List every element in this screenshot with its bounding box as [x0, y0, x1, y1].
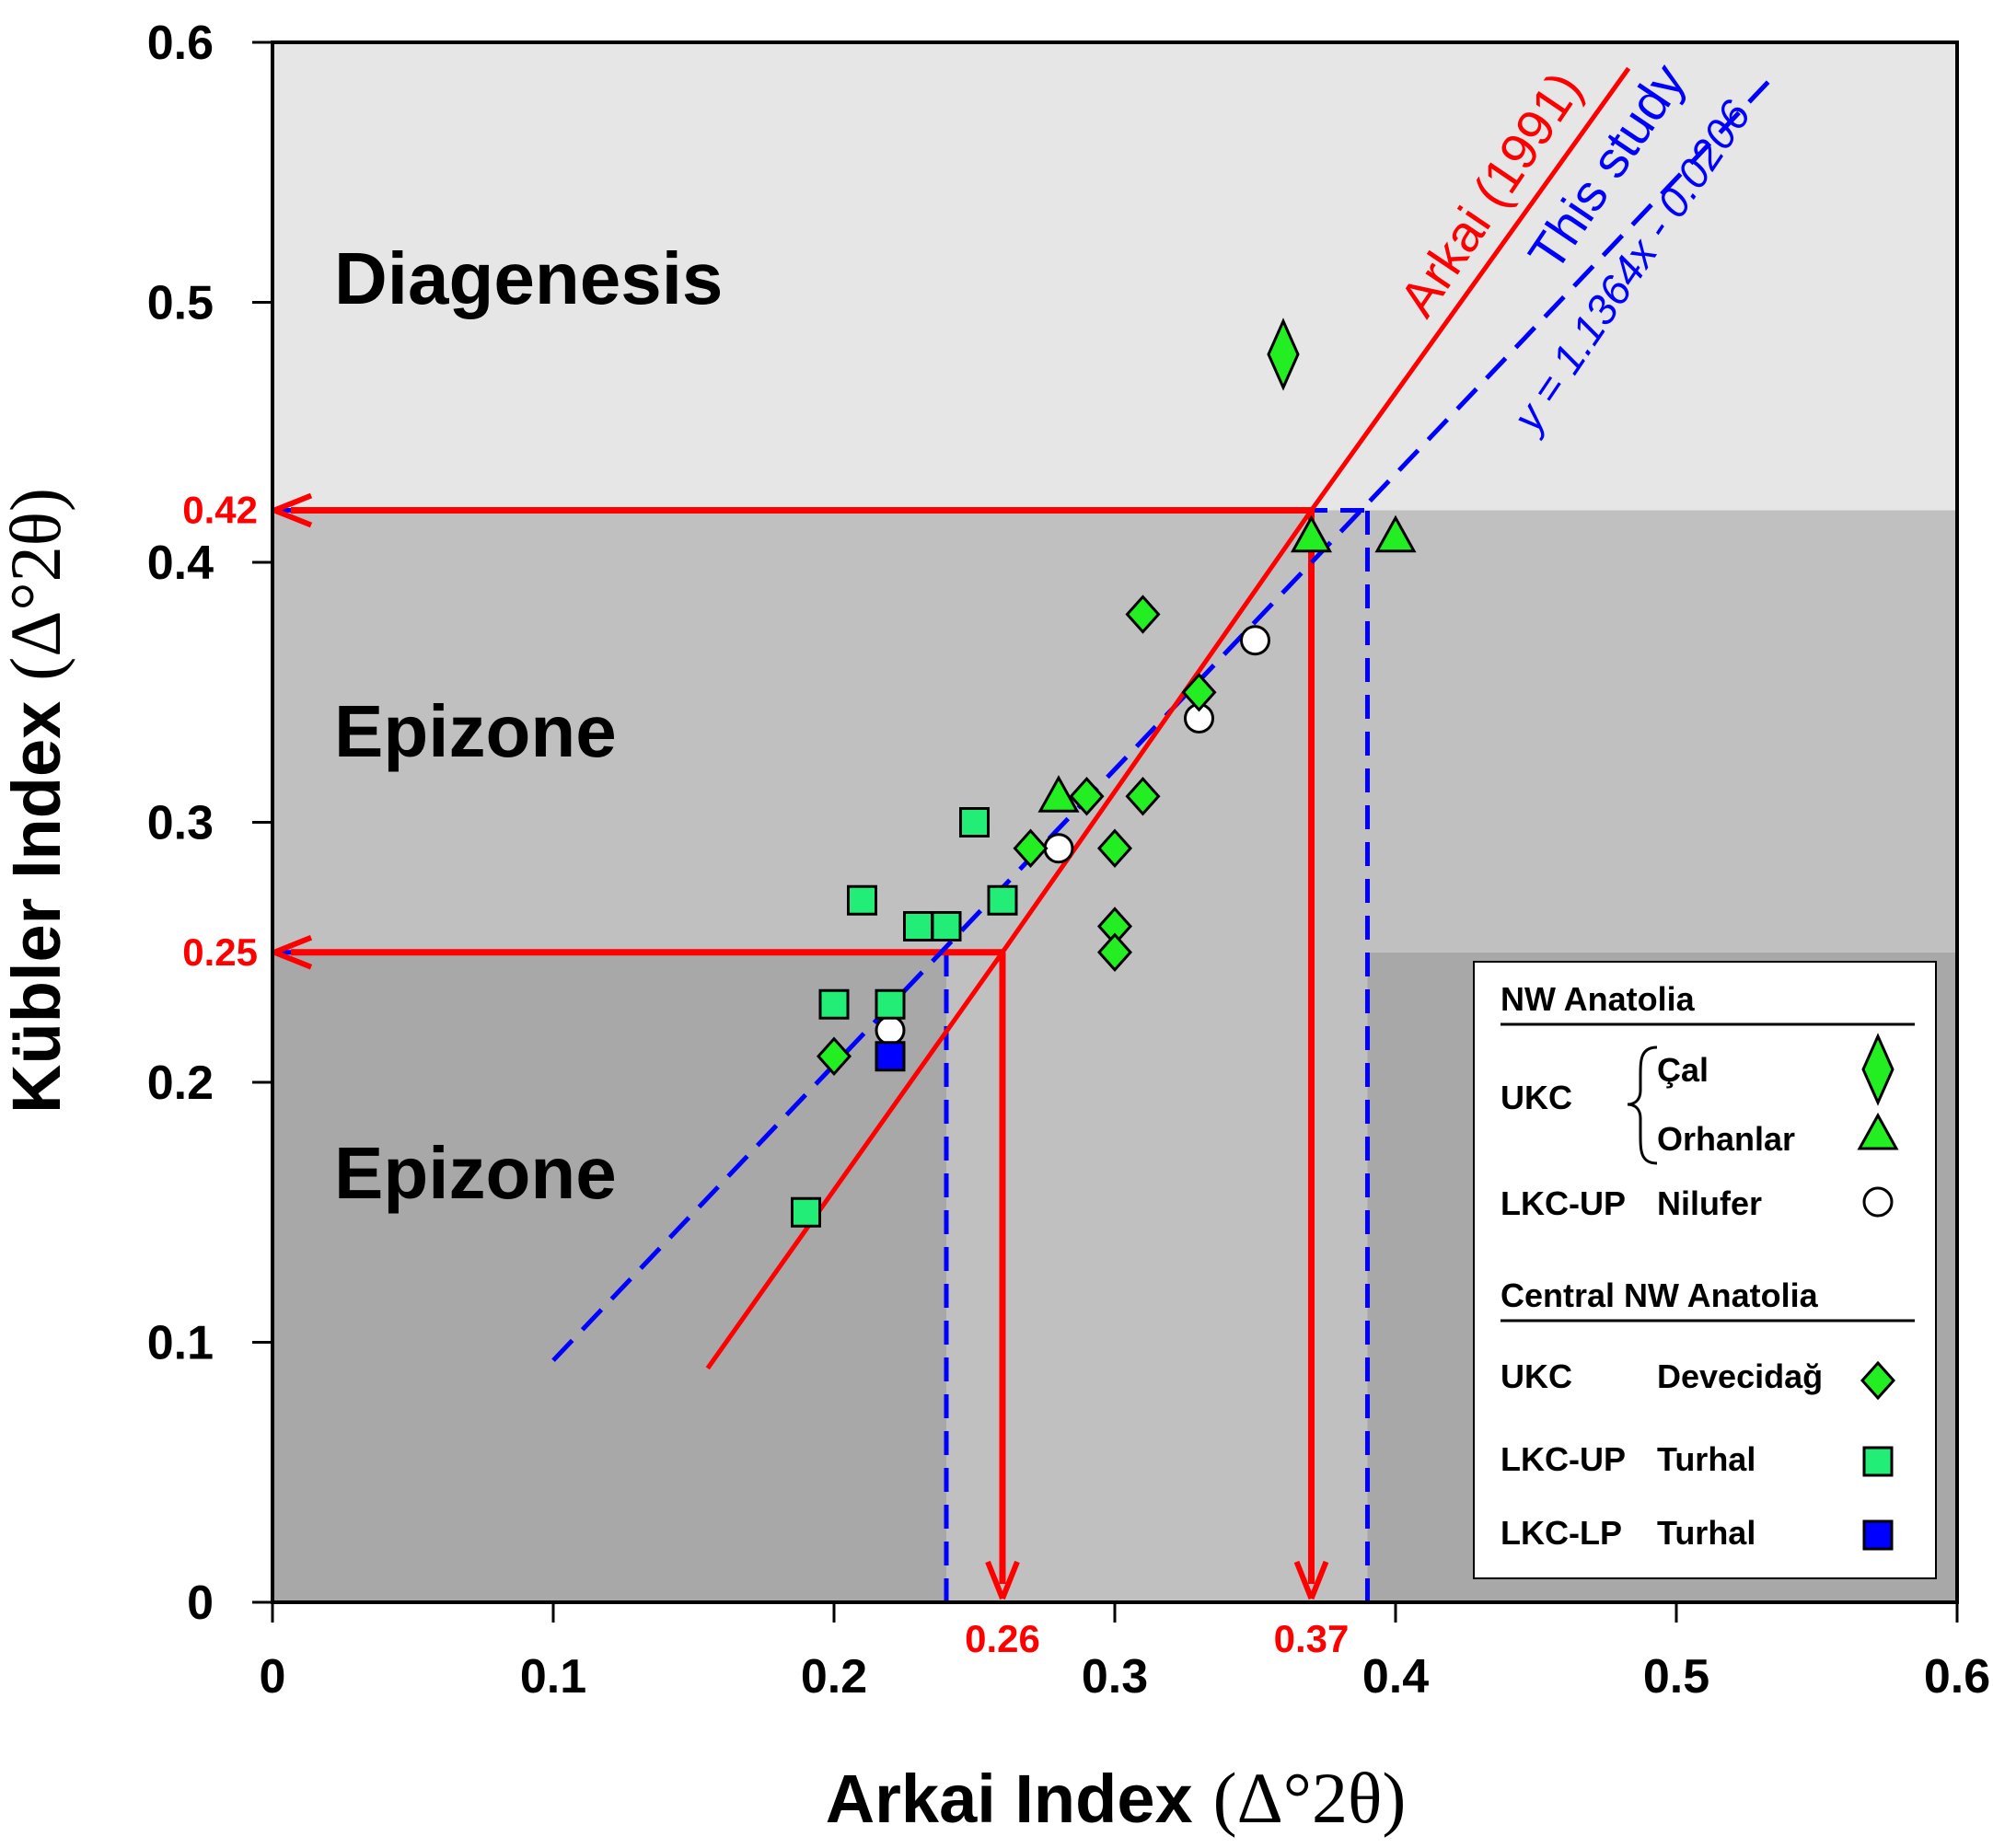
point-devecidağ-ukc	[1013, 828, 1049, 868]
data-points	[791, 318, 1417, 1228]
x-axis-label: Arkai Index	[826, 1761, 1193, 1837]
point-devecidağ-ukc	[1181, 673, 1217, 712]
y-axis-title: Kübler Index (Δ°2θ)	[0, 488, 75, 1114]
point-turhal-lkc-up	[847, 884, 877, 916]
x-axis-unit: (Δ°2θ)	[1213, 1758, 1407, 1838]
x-tick-label: 0.2	[801, 1650, 867, 1704]
point-turhal-lkc-up	[959, 807, 990, 837]
legend-marker-çal	[1861, 1033, 1895, 1106]
point-orhanlar-ukc	[1374, 514, 1417, 553]
y-callout-label: 0.42	[182, 489, 258, 532]
legend: NW Anatolia UKC Çal Orhanlar LKC-UP Nilu…	[1473, 961, 1937, 1579]
red-arrowhead	[985, 1560, 1020, 1600]
legend-marker-devecidağ	[1860, 1360, 1896, 1401]
point-çal-ukc	[1267, 318, 1300, 391]
arkai-line	[705, 66, 1631, 1370]
point-turhal-lkc-up	[931, 911, 962, 941]
red-arrowhead	[272, 934, 313, 970]
legend-unit-lkcup-nw: LKC-UP	[1501, 1184, 1626, 1222]
x-tick-label: 0.5	[1643, 1650, 1709, 1704]
y-tick-label: 0.3	[147, 797, 214, 850]
legend-unit-ukc-nw: UKC	[1501, 1079, 1572, 1116]
point-nilufer-lkc-up	[1240, 625, 1270, 656]
legend-box	[1473, 961, 1937, 1579]
legend-name-turhal-lp: Turhal	[1657, 1514, 1755, 1552]
y-tick-label: 0	[187, 1577, 214, 1630]
point-turhal-lkc-up	[818, 988, 850, 1020]
point-turhal-lkc-up	[987, 884, 1018, 916]
tick-labels: 0 0.1 0.2 0.3 0.4 0.5 0.6 0 0.1 0.2 0.3 0.4 0.5 0.6	[147, 17, 1990, 1704]
point-turhal-lkc-up	[875, 988, 906, 1020]
x-callout-label: 0.37	[1274, 1617, 1350, 1660]
y-tick-label: 0.4	[147, 537, 214, 590]
red-arrowhead	[272, 492, 313, 528]
legend-unit-lkclp-central: LKC-LP	[1501, 1514, 1622, 1552]
point-devecidağ-ukc	[816, 1036, 852, 1076]
x-tick-label: 0.4	[1362, 1650, 1429, 1704]
y-tick-label: 0.1	[147, 1317, 214, 1370]
legend-marker-nilufer	[1862, 1186, 1894, 1218]
legend-markers	[1857, 1033, 1899, 1551]
legend-unit-lkcup-central: LKC-UP	[1501, 1440, 1626, 1478]
callout-labels: 0.42 0.25 0.26 0.37	[182, 489, 1349, 1661]
point-devecidağ-ukc	[1096, 932, 1133, 972]
zone-label-epizone-lower: Epizone	[334, 1132, 617, 1214]
y-axis-unit: (Δ°2θ)	[0, 488, 75, 681]
zone-band-0	[272, 42, 1957, 511]
point-nilufer-lkc-up	[875, 1015, 906, 1045]
x-tick-label: 0.1	[520, 1650, 586, 1704]
point-devecidağ-ukc	[1125, 595, 1161, 634]
x-tick-label: 0.6	[1924, 1650, 1990, 1704]
point-turhal-lkc-up	[791, 1196, 821, 1228]
legend-name-devecidag: Devecidağ	[1657, 1357, 1823, 1395]
axis-titles: Arkai Index (Δ°2θ) Kübler Index (Δ°2θ)	[0, 488, 1406, 1838]
y-axis-label: Kübler Index	[0, 701, 75, 1114]
legend-marker-turhal	[1862, 1519, 1894, 1551]
red-arrowhead	[1293, 1560, 1329, 1600]
point-nilufer-lkc-up	[1043, 833, 1074, 864]
legend-section-title-central: Central NW Anatolia	[1501, 1276, 1819, 1314]
point-orhanlar-ukc	[1037, 775, 1080, 813]
zone-label-epizone-upper: Epizone	[334, 690, 617, 772]
legend-section-title-nw: NW Anatolia	[1501, 980, 1696, 1018]
point-devecidağ-ukc	[1125, 777, 1161, 816]
y-tick-label: 0.2	[147, 1057, 214, 1110]
legend-marker-orhanlar	[1857, 1112, 1899, 1150]
legend-brace	[1627, 1045, 1658, 1165]
x-tick-label: 0.3	[1082, 1650, 1148, 1704]
guide-lines	[272, 492, 1370, 1602]
y-tick-label: 0.5	[147, 277, 214, 330]
x-tick-label: 0	[260, 1650, 286, 1704]
axes	[252, 40, 1959, 1623]
legend-name-nilufer: Nilufer	[1657, 1184, 1762, 1222]
zone-labels: Diagenesis Epizone Epizone	[334, 237, 723, 1214]
y-tick-label: 0.6	[147, 17, 214, 70]
point-devecidağ-ukc	[1069, 777, 1105, 816]
y-callout-label: 0.25	[182, 930, 258, 974]
legend-marker-turhal	[1862, 1446, 1894, 1477]
legend-name-cal: Çal	[1657, 1051, 1709, 1089]
legend-unit-ukc-central: UKC	[1501, 1357, 1572, 1395]
legend-name-turhal-up: Turhal	[1657, 1440, 1755, 1478]
zone-label-diagenesis: Diagenesis	[334, 237, 723, 319]
point-devecidağ-ukc	[1096, 828, 1133, 868]
point-turhal-lkc-lp	[875, 1041, 906, 1072]
x-callout-label: 0.26	[965, 1617, 1040, 1660]
point-orhanlar-ukc	[1290, 514, 1333, 553]
regression-lines	[551, 66, 1777, 1370]
point-turhal-lkc-up	[903, 911, 933, 941]
x-axis-title: Arkai Index (Δ°2θ)	[826, 1758, 1407, 1838]
legend-name-orhanlar: Orhanlar	[1657, 1120, 1795, 1158]
